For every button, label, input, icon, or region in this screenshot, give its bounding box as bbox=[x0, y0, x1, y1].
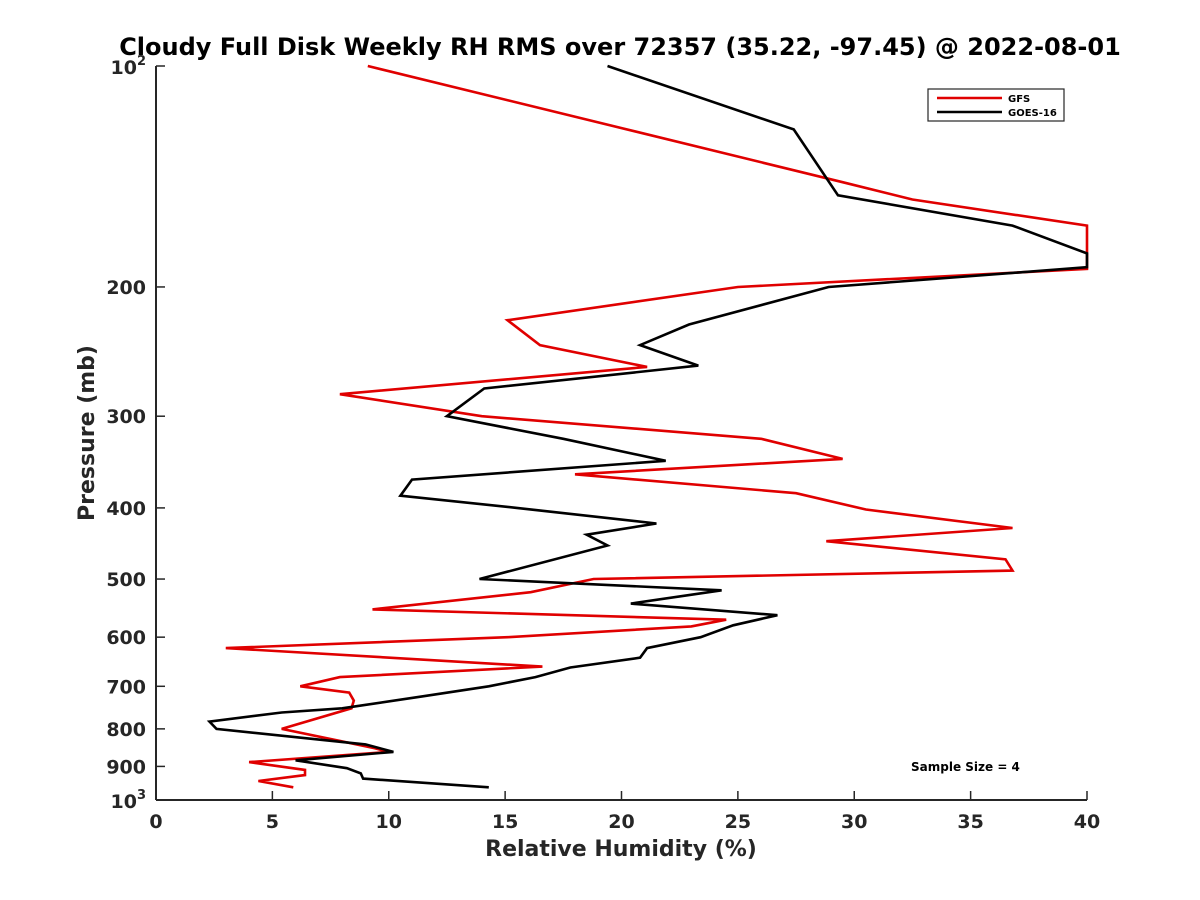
legend: GFS GOES-16 bbox=[927, 88, 1065, 122]
x-tick-label: 10 bbox=[376, 811, 402, 833]
y-tick-label: 200 bbox=[106, 277, 146, 299]
legend-box bbox=[927, 88, 1065, 122]
sample-size-annotation: Sample Size = 4 bbox=[911, 760, 1020, 774]
chart-title: Cloudy Full Disk Weekly RH RMS over 7235… bbox=[119, 33, 1121, 61]
x-ticks: 0 5 10 15 20 25 30 35 40 bbox=[149, 791, 1100, 833]
x-tick-label: 30 bbox=[841, 811, 867, 833]
x-tick-label: 5 bbox=[266, 811, 279, 833]
series-line-gfs bbox=[225, 64, 1089, 789]
x-tick-label: 25 bbox=[725, 811, 751, 833]
y-tick-label: 400 bbox=[106, 498, 146, 520]
x-tick-label: 35 bbox=[957, 811, 983, 833]
y-tick-label: 800 bbox=[106, 719, 146, 741]
y-tick-label-power: 103 bbox=[111, 788, 147, 813]
y-axis-label: Pressure (mb) bbox=[75, 345, 100, 521]
series-layer bbox=[206, 64, 1089, 789]
y-tick-label: 900 bbox=[106, 756, 146, 778]
x-tick-label: 0 bbox=[149, 811, 162, 833]
y-tick-label: 500 bbox=[106, 569, 146, 591]
x-tick-label: 20 bbox=[608, 811, 634, 833]
x-tick-label: 15 bbox=[492, 811, 518, 833]
y-tick-label: 700 bbox=[106, 676, 146, 698]
y-tick-label: 600 bbox=[106, 627, 146, 649]
y-tick-label: 300 bbox=[106, 406, 146, 428]
legend-label-gfs: GFS bbox=[1008, 94, 1030, 105]
x-tick-label: 40 bbox=[1074, 811, 1100, 833]
y-ticks: 200 300 400 500 600 700 800 900 102 103 bbox=[106, 54, 165, 813]
series-line-goes16 bbox=[206, 64, 1089, 789]
y-tick-label-power: 102 bbox=[111, 54, 147, 79]
legend-label-goes16: GOES-16 bbox=[1008, 108, 1057, 119]
x-axis-label: Relative Humidity (%) bbox=[485, 837, 757, 862]
